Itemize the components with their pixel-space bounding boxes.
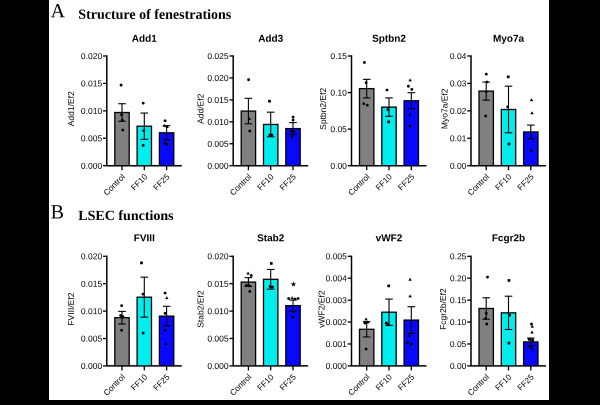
- svg-text:A: A: [51, 0, 66, 22]
- svg-text:FF25: FF25: [278, 172, 298, 192]
- svg-text:Control: Control: [228, 372, 253, 397]
- svg-text:0.015: 0.015: [207, 279, 229, 289]
- svg-text:Add/Ef2: Add/Ef2: [196, 93, 206, 124]
- svg-text:0.025: 0.025: [207, 51, 229, 61]
- svg-text:0.020: 0.020: [81, 251, 103, 261]
- svg-text:FF10: FF10: [129, 372, 149, 392]
- svg-text:0.10: 0.10: [330, 88, 347, 98]
- svg-text:0.005: 0.005: [207, 333, 229, 343]
- svg-text:B: B: [51, 201, 64, 223]
- svg-text:0.020: 0.020: [81, 51, 103, 61]
- svg-text:0.005: 0.005: [81, 333, 103, 343]
- svg-text:Control: Control: [102, 172, 127, 197]
- svg-text:Structure of fenestrations: Structure of fenestrations: [78, 8, 231, 23]
- svg-text:0.015: 0.015: [207, 95, 229, 105]
- svg-text:0.010: 0.010: [81, 306, 103, 316]
- svg-text:FVIII/Ef2: FVIII/Ef2: [66, 292, 76, 325]
- svg-text:0.03: 0.03: [450, 78, 467, 88]
- svg-text:0.010: 0.010: [207, 306, 229, 316]
- svg-text:Stab2/Ef2: Stab2/Ef2: [196, 290, 206, 328]
- svg-text:Fcgr2b/Ef2: Fcgr2b/Ef2: [438, 288, 448, 330]
- svg-text:vWF2/Ef2: vWF2/Ef2: [317, 290, 327, 328]
- svg-text:Fcgr2b: Fcgr2b: [492, 233, 525, 244]
- svg-text:0.00: 0.00: [450, 161, 467, 171]
- svg-text:0.001: 0.001: [326, 339, 348, 349]
- svg-text:0.020: 0.020: [207, 73, 229, 83]
- svg-text:FF25: FF25: [396, 372, 416, 392]
- svg-text:vWF2: vWF2: [376, 233, 403, 244]
- svg-text:FF10: FF10: [494, 372, 514, 392]
- svg-text:Sptbn2: Sptbn2: [372, 34, 406, 45]
- svg-text:0.002: 0.002: [326, 317, 348, 327]
- svg-text:0.04: 0.04: [450, 51, 467, 61]
- svg-text:0.010: 0.010: [81, 106, 103, 116]
- svg-text:FF10: FF10: [129, 172, 149, 192]
- svg-text:Stab2: Stab2: [257, 233, 285, 244]
- svg-text:0.15: 0.15: [450, 295, 467, 305]
- svg-text:FF25: FF25: [152, 372, 172, 392]
- svg-text:0.01: 0.01: [450, 133, 467, 143]
- svg-text:0.02: 0.02: [450, 106, 467, 116]
- svg-text:0.005: 0.005: [207, 139, 229, 149]
- svg-text:Sptbn2/Ef2: Sptbn2/Ef2: [318, 87, 328, 129]
- svg-text:LSEC functions: LSEC functions: [78, 209, 174, 224]
- svg-text:Control: Control: [347, 172, 372, 197]
- svg-text:0.000: 0.000: [81, 361, 103, 371]
- svg-text:0.015: 0.015: [81, 279, 103, 289]
- svg-text:Control: Control: [347, 372, 372, 397]
- svg-text:0.005: 0.005: [81, 133, 103, 143]
- svg-text:FF10: FF10: [256, 172, 276, 192]
- svg-text:Control: Control: [466, 372, 491, 397]
- svg-text:FVIII: FVIII: [134, 233, 155, 244]
- svg-text:FF10: FF10: [374, 372, 394, 392]
- svg-text:0.000: 0.000: [207, 161, 229, 171]
- svg-text:0.003: 0.003: [326, 295, 348, 305]
- svg-text:0.020: 0.020: [207, 251, 229, 261]
- svg-text:0.000: 0.000: [207, 361, 229, 371]
- svg-text:0.20: 0.20: [450, 273, 467, 283]
- svg-text:Add1: Add1: [132, 34, 157, 45]
- svg-text:Add1/Ef2: Add1/Ef2: [66, 91, 76, 126]
- svg-text:Myo7a: Myo7a: [493, 34, 525, 45]
- svg-text:FF25: FF25: [516, 372, 536, 392]
- svg-text:0.015: 0.015: [81, 78, 103, 88]
- svg-text:FF25: FF25: [396, 172, 416, 192]
- svg-text:Myo7a/Ef2: Myo7a/Ef2: [440, 88, 450, 129]
- svg-text:FF25: FF25: [278, 372, 298, 392]
- svg-text:0.004: 0.004: [326, 273, 348, 283]
- svg-text:0.25: 0.25: [450, 251, 467, 261]
- svg-text:FF10: FF10: [374, 172, 394, 192]
- svg-text:FF25: FF25: [516, 172, 536, 192]
- svg-text:0.05: 0.05: [450, 339, 467, 349]
- svg-text:Control: Control: [228, 172, 253, 197]
- svg-text:0.05: 0.05: [330, 124, 347, 134]
- svg-text:0.00: 0.00: [330, 161, 347, 171]
- svg-text:FF25: FF25: [152, 172, 172, 192]
- svg-text:Control: Control: [466, 172, 491, 197]
- svg-text:Add3: Add3: [258, 34, 283, 45]
- svg-text:Control: Control: [102, 372, 127, 397]
- svg-text:0.10: 0.10: [450, 317, 467, 327]
- svg-text:FF10: FF10: [494, 172, 514, 192]
- svg-text:0.005: 0.005: [326, 251, 348, 261]
- svg-text:0.010: 0.010: [207, 117, 229, 127]
- svg-text:FF10: FF10: [256, 372, 276, 392]
- svg-text:0.000: 0.000: [81, 161, 103, 171]
- svg-text:0.15: 0.15: [330, 51, 347, 61]
- svg-text:0.000: 0.000: [326, 361, 348, 371]
- svg-text:0.00: 0.00: [450, 361, 467, 371]
